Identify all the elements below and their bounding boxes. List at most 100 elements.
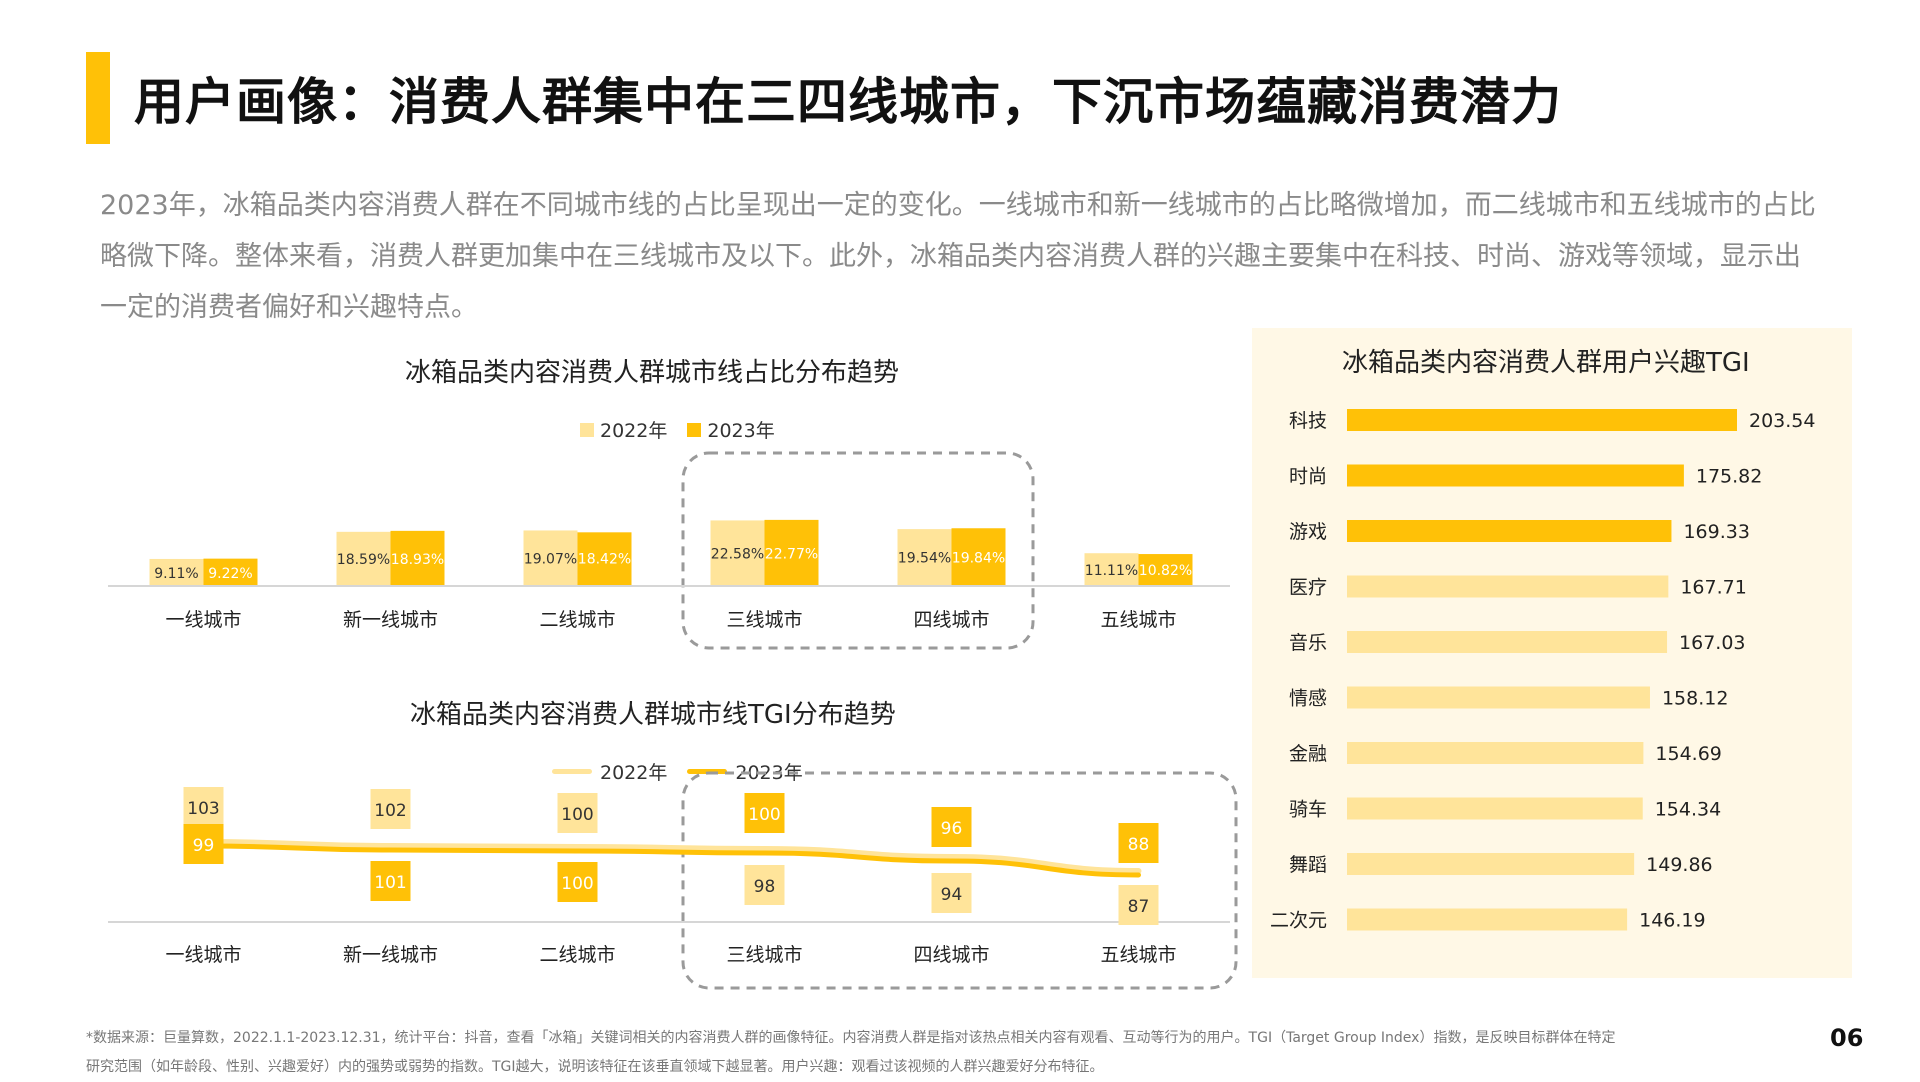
bar-value-label: 203.54: [1749, 410, 1815, 432]
chart1-title: 冰箱品类内容消费人群城市线占比分布趋势: [405, 358, 900, 388]
intro-paragraph: 2023年，冰箱品类内容消费人群在不同城市线的占比呈现出一定的变化。一线城市和新…: [100, 190, 1816, 323]
bar-2022-5: [1084, 553, 1139, 585]
bar-label-2022: 11.11%: [1085, 563, 1138, 579]
tgi-2023-label: 100: [748, 805, 780, 825]
interest-bar-9: [1347, 908, 1628, 931]
bar-label-2023: 18.42%: [578, 552, 631, 568]
tgi-2022-label: 102: [374, 801, 406, 821]
tgi-2023-box-0: [183, 824, 224, 864]
city-share-bar-chart: 9.11% 9.22% 一线城市 18.59% 18.93% 新一线城市 19.07% 18.…: [108, 451, 1230, 650]
y-tick-label: 科技: [1289, 410, 1327, 432]
y-tick-label: 医疗: [1289, 577, 1327, 599]
tgi-2022-box-4: [931, 873, 972, 913]
y-tick-label: 情感: [1289, 688, 1327, 710]
legend-line: [687, 769, 728, 774]
bar-2023-4: [951, 528, 1006, 585]
tgi-2023-label: 96: [941, 819, 963, 839]
footnote-line-1: *数据来源：巨量算数，2022.1.1-2023.12.31，统计平台：抖音，查…: [86, 1030, 1616, 1046]
tgi-2022-label: 94: [941, 885, 963, 905]
bar-label-2022: 22.58%: [711, 546, 764, 562]
x-tick-label: 四线城市: [913, 609, 989, 631]
highlight-box: [681, 451, 1035, 650]
y-tick-label: 游戏: [1289, 521, 1327, 543]
tgi-2023-box-3: [744, 793, 785, 833]
bar-label-2022: 9.11%: [154, 566, 198, 582]
line-2023: [201, 843, 1141, 878]
chart2-legend: 2022年 2023年: [552, 758, 823, 785]
interest-bar-5: [1347, 686, 1650, 709]
tgi-2023-box-4: [931, 807, 972, 847]
x-tick-label: 新一线城市: [343, 609, 438, 631]
chart2-legend-2023: 2023年: [687, 758, 803, 785]
x-tick-label: 四线城市: [913, 944, 989, 966]
interest-bar-8: [1347, 853, 1635, 875]
bar-value-label: 169.33: [1683, 521, 1749, 543]
tgi-2023-box-1: [370, 861, 411, 901]
city-tgi-line-chart: 103 99 一线城市 102 101 新一线城市 100 100 二线城市 98 100 三线城市 9…: [108, 771, 1238, 990]
bar-2022-2: [523, 530, 578, 585]
interest-bar-7: [1347, 797, 1643, 820]
bar-2022-3: [710, 520, 765, 585]
tgi-2022-box-3: [744, 865, 785, 905]
interest-bar-4: [1347, 631, 1668, 653]
legend-label: 2022年: [600, 762, 668, 784]
tgi-2023-box-2: [557, 862, 598, 902]
interest-tgi-bar-chart: 科技 203.54 时尚 175.82 游戏 169.33 医疗 167.71 音乐 167.03…: [1270, 409, 1815, 932]
x-tick-label: 一线城市: [165, 944, 241, 966]
x-tick-label: 五线城市: [1100, 609, 1176, 631]
chart1-legend-2022: 2022年: [580, 416, 667, 443]
footnote: *数据来源：巨量算数，2022.1.1-2023.12.31，统计平台：抖音，查…: [86, 1024, 1816, 1082]
tgi-2023-label: 88: [1128, 835, 1150, 855]
tgi-2023-label: 101: [374, 873, 406, 893]
x-tick-label: 二线城市: [539, 944, 615, 966]
line-2022: [200, 839, 1142, 874]
y-tick-label: 金融: [1289, 743, 1327, 765]
y-tick-label: 舞蹈: [1289, 854, 1327, 876]
y-tick-label: 骑车: [1289, 799, 1327, 821]
x-tick-label: 三线城市: [726, 609, 802, 631]
interest-bar-0: [1347, 409, 1737, 431]
bar-label-2022: 18.59%: [337, 552, 390, 568]
bar-2023-0: [203, 558, 258, 585]
bar-label-2023: 9.22%: [208, 566, 252, 582]
bar-2022-1: [336, 531, 391, 585]
legend-label: 2023年: [707, 420, 775, 442]
legend-swatch: [687, 422, 702, 437]
legend-label: 2023年: [735, 762, 803, 784]
bar-label-2023: 10.82%: [1139, 563, 1192, 579]
tgi-2023-box-5: [1118, 823, 1159, 863]
x-tick-label: 二线城市: [539, 609, 615, 631]
bar-value-label: 167.71: [1680, 577, 1746, 599]
interest-bar-2: [1347, 520, 1672, 542]
tgi-2022-label: 100: [561, 805, 593, 825]
highlight-box: [681, 771, 1238, 990]
tgi-2022-label: 103: [187, 799, 219, 819]
bar-value-label: 167.03: [1679, 632, 1745, 654]
chart1-legend-2023: 2023年: [687, 416, 775, 443]
y-tick-label: 时尚: [1289, 466, 1327, 488]
chart2-title: 冰箱品类内容消费人群城市线TGI分布趋势: [410, 700, 896, 730]
chart3-title: 冰箱品类内容消费人群用户兴趣TGI: [1342, 348, 1750, 378]
x-tick-label: 三线城市: [726, 944, 802, 966]
bar-2023-2: [577, 532, 632, 585]
tgi-2022-box-0: [183, 787, 224, 827]
x-tick-label: 五线城市: [1100, 944, 1176, 966]
bar-label-2023: 19.84%: [952, 551, 1005, 567]
bar-label-2023: 22.77%: [765, 546, 818, 562]
legend-label: 2022年: [600, 420, 668, 442]
tgi-2022-box-5: [1118, 885, 1159, 925]
page-title: 用户画像：消费人群集中在三四线城市，下沉市场蕴藏消费潜力: [134, 73, 1562, 131]
bar-2023-5: [1138, 554, 1193, 585]
title-accent-bar: [86, 52, 110, 144]
bar-2023-3: [764, 519, 819, 585]
chart1-legend: 2022年 2023年: [580, 416, 795, 443]
y-tick-label: 音乐: [1289, 632, 1327, 654]
chart2-legend-2022: 2022年: [552, 758, 667, 785]
bar-value-label: 154.69: [1655, 743, 1721, 765]
interest-bar-6: [1347, 742, 1644, 764]
bar-value-label: 146.19: [1639, 910, 1705, 932]
legend-swatch: [580, 422, 594, 437]
tgi-2022-box-1: [370, 789, 411, 829]
tgi-2022-label: 87: [1128, 897, 1150, 917]
bar-label-2022: 19.07%: [524, 552, 577, 568]
